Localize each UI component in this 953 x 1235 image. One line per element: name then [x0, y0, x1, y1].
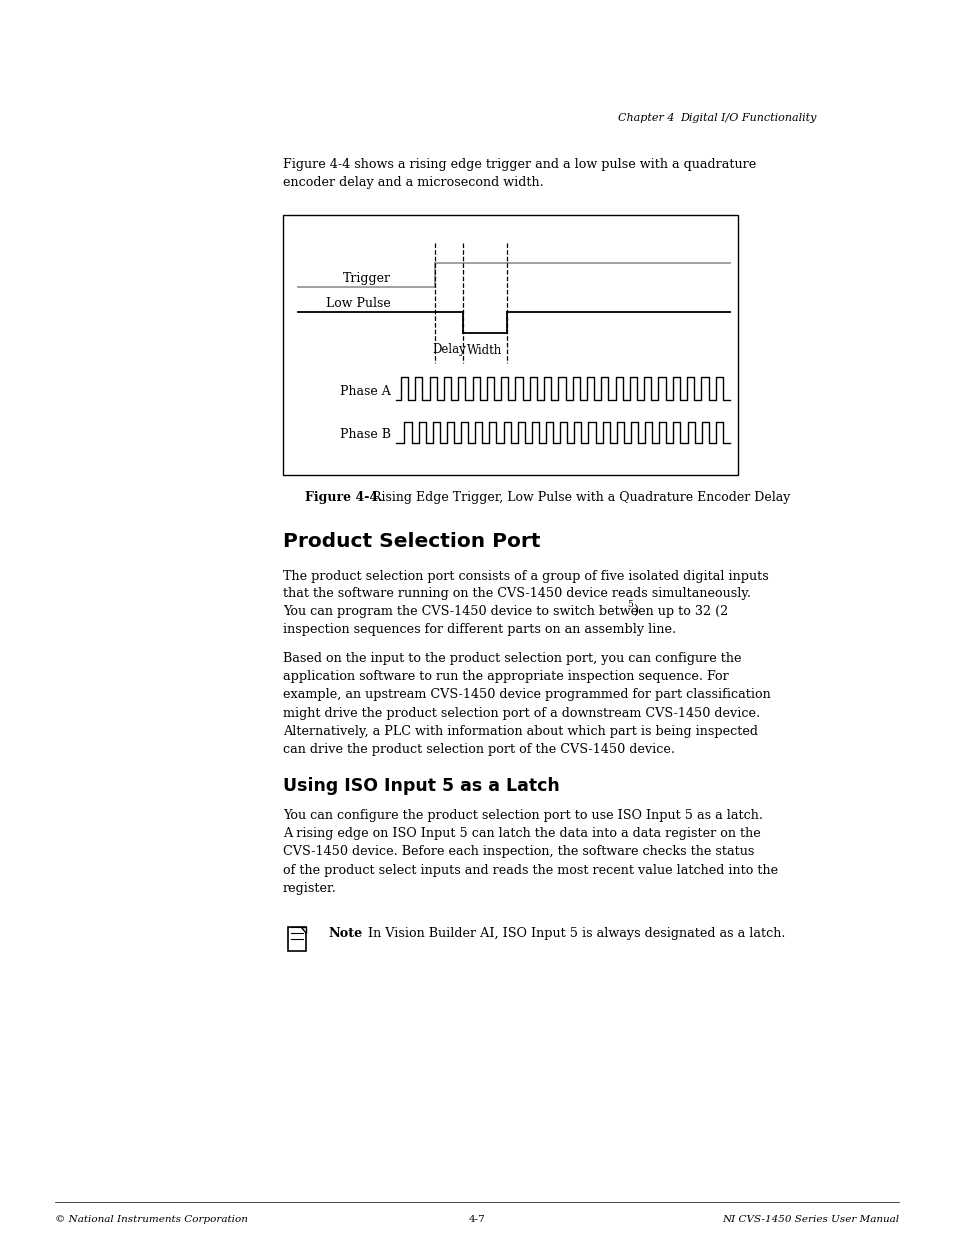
- Text: You can program the CVS-1450 device to switch between up to 32 (2: You can program the CVS-1450 device to s…: [283, 605, 727, 618]
- Polygon shape: [301, 926, 306, 932]
- Text: The product selection port consists of a group of five isolated digital inputs: The product selection port consists of a…: [283, 571, 768, 583]
- Bar: [283, 215, 738, 475]
- Text: You can configure the product selection port to use ISO Input 5 as a latch.
A ri: You can configure the product selection …: [283, 809, 778, 895]
- Text: Product Selection Port: Product Selection Port: [283, 532, 540, 551]
- Text: Rising Edge Trigger, Low Pulse with a Quadrature Encoder Delay: Rising Edge Trigger, Low Pulse with a Qu…: [364, 490, 789, 504]
- Text: NI CVS-1450 Series User Manual: NI CVS-1450 Series User Manual: [721, 1215, 898, 1224]
- Text: Phase A: Phase A: [340, 385, 391, 398]
- Text: 5: 5: [627, 600, 633, 609]
- Text: Based on the input to the product selection port, you can configure the
applicat: Based on the input to the product select…: [283, 652, 770, 756]
- Text: © National Instruments Corporation: © National Instruments Corporation: [55, 1215, 248, 1224]
- Text: ): ): [633, 605, 638, 618]
- Text: 4-7: 4-7: [468, 1215, 485, 1224]
- Text: Width: Width: [467, 343, 502, 357]
- FancyBboxPatch shape: [288, 926, 306, 951]
- Text: Chapter 4: Chapter 4: [618, 112, 674, 124]
- Text: inspection sequences for different parts on an assembly line.: inspection sequences for different parts…: [283, 622, 676, 636]
- Text: Figure 4-4 shows a rising edge trigger and a low pulse with a quadrature
encoder: Figure 4-4 shows a rising edge trigger a…: [283, 158, 756, 189]
- Text: Delay: Delay: [432, 343, 465, 357]
- Text: Digital I/O Functionality: Digital I/O Functionality: [679, 112, 816, 124]
- Text: Low Pulse: Low Pulse: [326, 296, 391, 310]
- Text: In Vision Builder AI, ISO Input 5 is always designated as a latch.: In Vision Builder AI, ISO Input 5 is alw…: [368, 927, 784, 940]
- Text: Trigger: Trigger: [343, 272, 391, 285]
- Text: Note: Note: [328, 927, 362, 940]
- Text: Using ISO Input 5 as a Latch: Using ISO Input 5 as a Latch: [283, 777, 559, 795]
- Text: that the software running on the CVS-1450 device reads simultaneously.: that the software running on the CVS-145…: [283, 588, 750, 600]
- Text: Phase B: Phase B: [339, 429, 391, 441]
- Text: Figure 4-4.: Figure 4-4.: [305, 490, 382, 504]
